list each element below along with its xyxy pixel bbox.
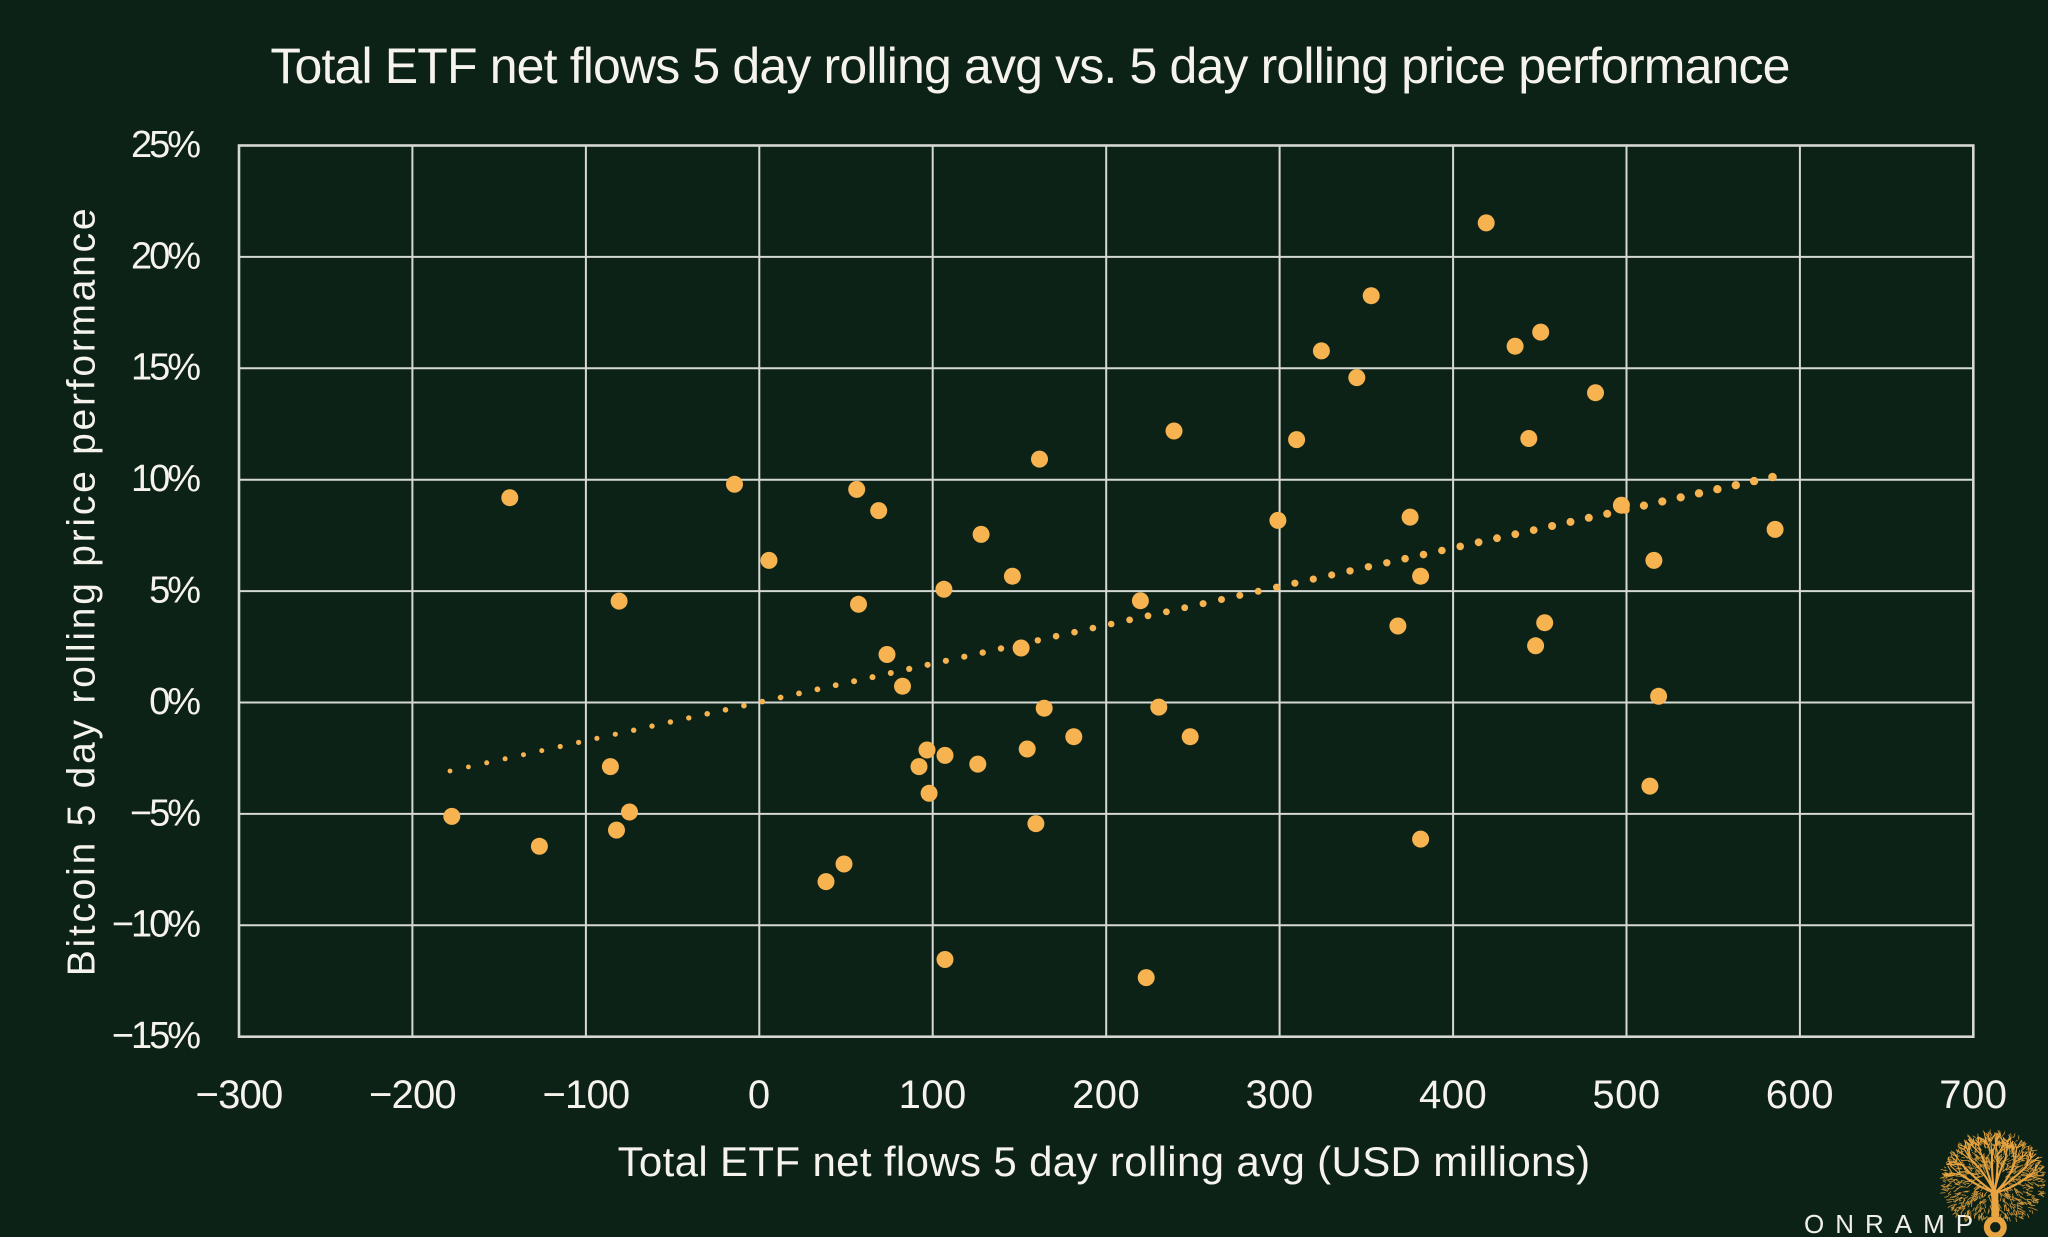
svg-text:100: 100 [899, 1073, 967, 1117]
svg-text:600: 600 [1766, 1073, 1834, 1117]
svg-text:−100: −100 [542, 1073, 629, 1117]
svg-text:Total ETF net flows 5 day roll: Total ETF net flows 5 day rolling avg (U… [618, 1138, 1591, 1185]
svg-text:500: 500 [1592, 1073, 1660, 1117]
svg-text:ONRAMP: ONRAMP [1804, 1209, 1984, 1237]
svg-text:200: 200 [1072, 1073, 1140, 1117]
svg-text:−300: −300 [196, 1073, 283, 1117]
svg-text:Total ETF net flows 5 day roll: Total ETF net flows 5 day rolling avg vs… [270, 38, 1789, 94]
svg-text:Bitcoin 5 day rolling price pe: Bitcoin 5 day rolling price performance [60, 206, 103, 977]
svg-text:700: 700 [1939, 1073, 2007, 1117]
svg-text:0%: 0% [149, 681, 200, 723]
svg-text:−15%: −15% [112, 1015, 200, 1057]
svg-text:0: 0 [748, 1073, 771, 1117]
svg-text:15%: 15% [131, 347, 200, 389]
svg-text:400: 400 [1419, 1073, 1487, 1117]
svg-text:25%: 25% [131, 124, 200, 166]
svg-text:−200: −200 [369, 1073, 456, 1117]
svg-text:−10%: −10% [112, 904, 200, 946]
svg-text:−5%: −5% [130, 792, 200, 834]
svg-text:5%: 5% [149, 570, 200, 612]
svg-text:300: 300 [1245, 1073, 1313, 1117]
svg-text:20%: 20% [131, 235, 200, 277]
svg-text:10%: 10% [131, 458, 200, 500]
